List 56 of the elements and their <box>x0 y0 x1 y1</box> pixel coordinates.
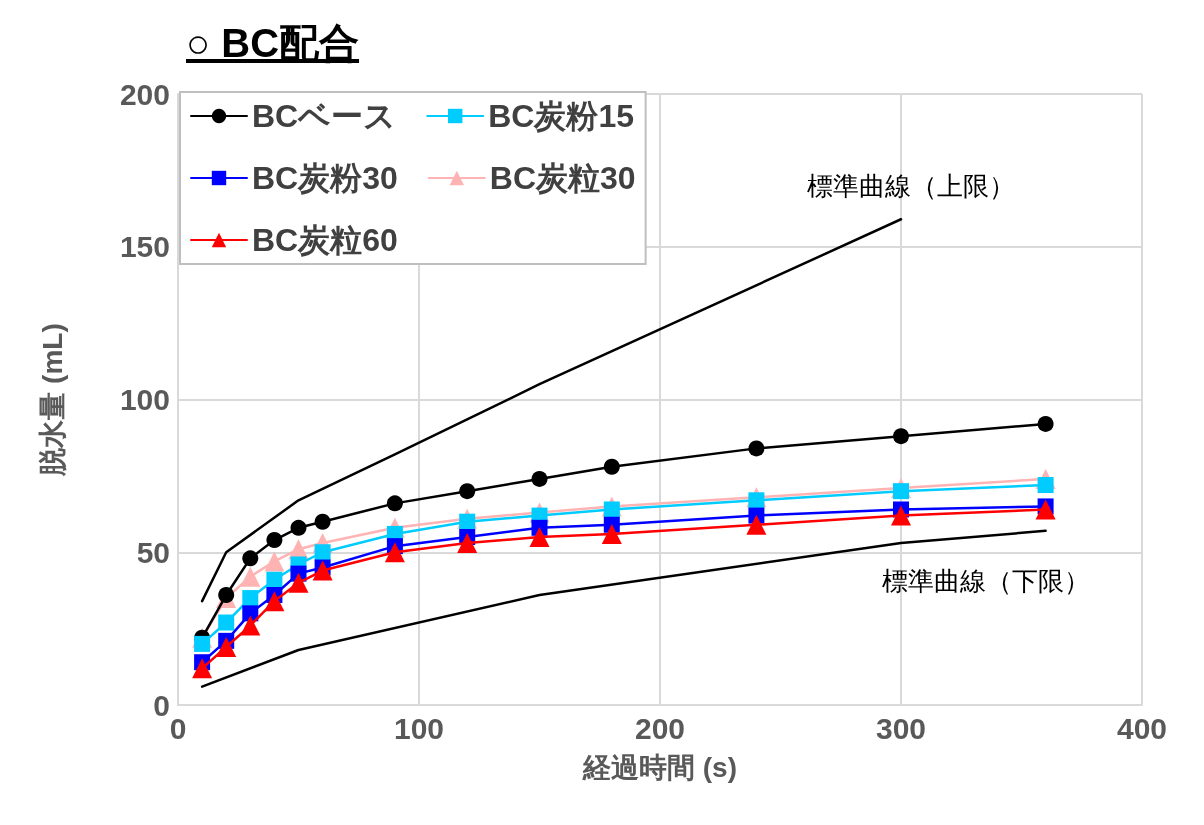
point <box>459 513 476 530</box>
point <box>218 587 235 604</box>
y-tick-label: 0 <box>153 688 170 722</box>
point <box>266 571 283 588</box>
point <box>384 542 405 563</box>
y-tick-label: 150 <box>119 230 170 264</box>
x-axis-title: 経過時間 (s) <box>582 751 737 783</box>
point <box>290 519 307 536</box>
y-axis-title: 脱水量 (mL) <box>36 323 68 477</box>
point <box>314 544 331 561</box>
point <box>288 572 309 593</box>
point <box>218 614 235 631</box>
point <box>314 513 331 530</box>
point <box>891 505 911 526</box>
chart-title: ○ BC配合 <box>186 20 360 67</box>
point <box>457 533 478 554</box>
y-tick-label: 50 <box>136 535 170 569</box>
point <box>1035 499 1056 520</box>
legend-label: BC炭粉15 <box>488 98 635 134</box>
legend-label: BC炭粉30 <box>252 160 398 196</box>
point <box>194 635 211 652</box>
series-label: 標準曲線（下限） <box>881 565 1090 596</box>
point <box>240 615 261 636</box>
point <box>603 501 620 518</box>
point <box>216 636 237 657</box>
point <box>312 560 333 581</box>
point <box>1037 415 1054 432</box>
y-tick-label: 200 <box>119 77 170 111</box>
point <box>192 658 213 679</box>
x-tick-label: 400 <box>1116 711 1168 745</box>
x-tick-label: 100 <box>393 711 445 745</box>
point <box>746 514 767 535</box>
y-tick-label: 100 <box>119 383 170 416</box>
legend-label: BC炭粒30 <box>489 160 636 196</box>
point <box>893 428 909 445</box>
point <box>240 566 261 587</box>
legend-label: BC炭粒60 <box>252 222 398 258</box>
point <box>242 590 259 607</box>
point <box>242 550 259 567</box>
point <box>893 483 909 500</box>
legend-label: BCベース <box>252 98 397 134</box>
point <box>1037 477 1054 494</box>
series-label: 標準曲線（上限） <box>807 171 1015 202</box>
point <box>748 440 765 457</box>
point <box>264 551 285 572</box>
x-tick-label: 200 <box>634 711 686 745</box>
point <box>531 470 548 487</box>
point <box>603 458 620 475</box>
point <box>748 492 765 509</box>
point <box>459 483 476 500</box>
point <box>601 523 622 544</box>
point <box>386 495 403 512</box>
point <box>266 532 283 549</box>
point <box>529 526 550 547</box>
x-tick-label: 300 <box>875 711 927 745</box>
point <box>264 591 285 612</box>
